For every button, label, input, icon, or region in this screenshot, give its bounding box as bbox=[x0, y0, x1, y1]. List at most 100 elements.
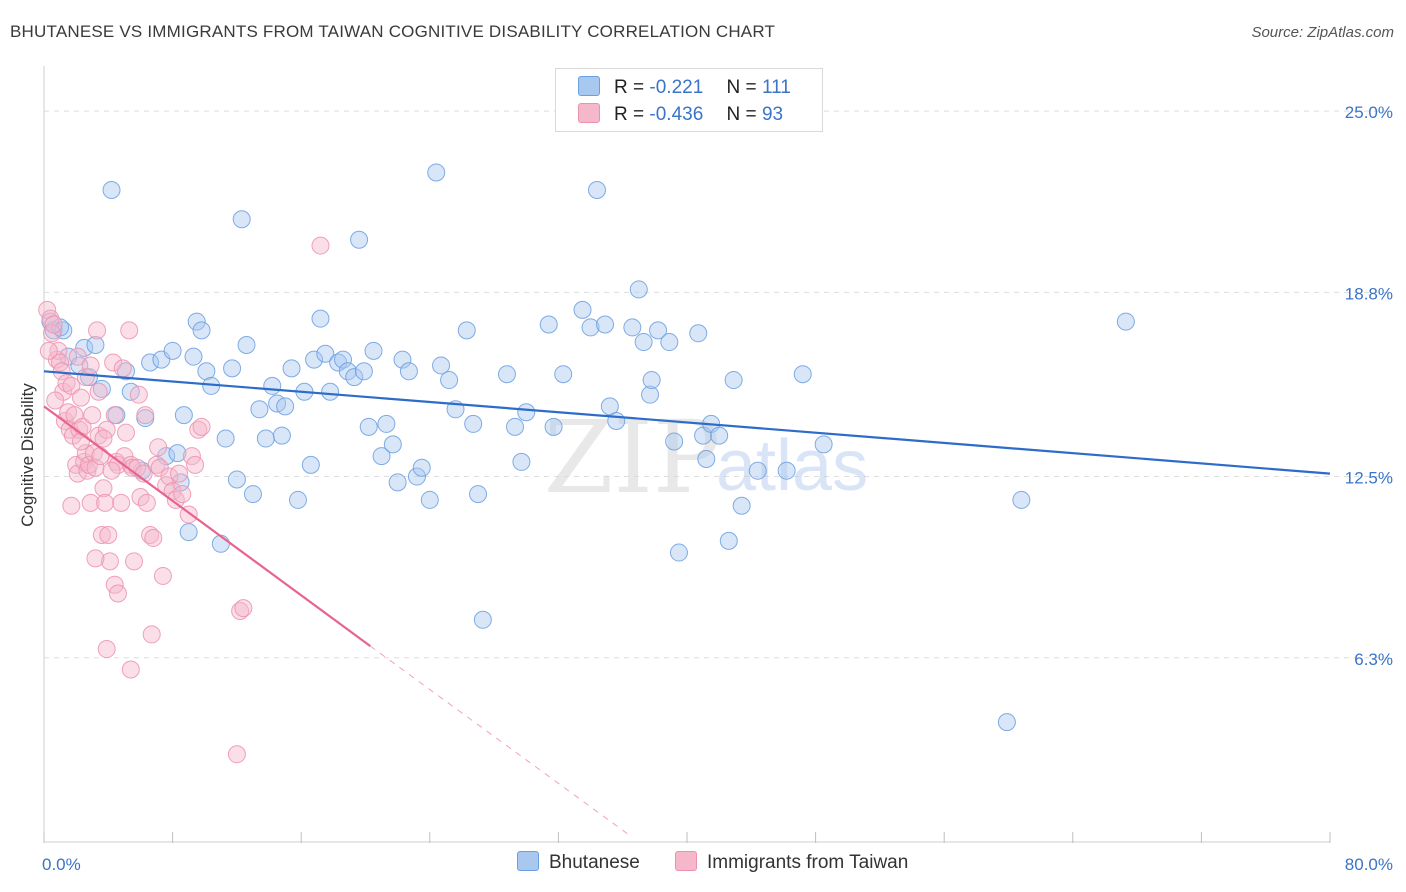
bhutanese-point bbox=[227, 470, 246, 489]
taiwan-point bbox=[192, 417, 211, 436]
legend-label-taiwan: Immigrants from Taiwan bbox=[707, 852, 909, 873]
taiwan-point bbox=[96, 493, 115, 512]
legend-row-bhutanese: R = -0.221 N = 111 bbox=[578, 76, 791, 100]
bhutanese-trend-line bbox=[43, 370, 1331, 475]
taiwan-point bbox=[234, 599, 253, 618]
taiwan-point bbox=[81, 356, 100, 375]
bhutanese-point bbox=[223, 359, 242, 378]
bhutanese-point bbox=[141, 353, 160, 372]
bhutanese-point bbox=[641, 385, 660, 404]
bhutanese-point bbox=[250, 400, 269, 419]
bhutanese-point bbox=[243, 485, 262, 504]
taiwan-point bbox=[112, 493, 131, 512]
bhutanese-point bbox=[544, 417, 563, 436]
bhutanese-point bbox=[607, 411, 626, 430]
bhutanese-point bbox=[469, 485, 488, 504]
bhutanese-point bbox=[427, 163, 446, 182]
axes bbox=[43, 66, 1331, 843]
taiwan-point bbox=[105, 406, 124, 425]
bhutanese-point bbox=[179, 523, 198, 542]
bhutanese-point bbox=[192, 321, 211, 340]
chart-title: BHUTANESE VS IMMIGRANTS FROM TAIWAN COGN… bbox=[10, 22, 776, 41]
bhutanese-point bbox=[211, 534, 230, 553]
taiwan-point bbox=[68, 347, 87, 366]
taiwan-point bbox=[83, 406, 102, 425]
bhutanese-point bbox=[86, 335, 105, 354]
bhutanese-point bbox=[359, 417, 378, 436]
bhutanese-point bbox=[187, 312, 206, 331]
legend-item-bhutanese: Bhutanese bbox=[517, 851, 640, 874]
legend-n-label: N = bbox=[726, 104, 757, 125]
bhutanese-point bbox=[665, 432, 684, 451]
bhutanese-point bbox=[440, 371, 459, 390]
bhutanese-point bbox=[539, 315, 558, 334]
watermark-zip: ZIP bbox=[544, 399, 720, 516]
legend-item-taiwan: Immigrants from Taiwan bbox=[675, 851, 908, 874]
bhutanese-point bbox=[305, 350, 324, 369]
taiwan-point bbox=[311, 236, 330, 255]
bhutanese-point bbox=[168, 444, 187, 463]
bhutanese-point bbox=[333, 350, 352, 369]
taiwan-point bbox=[129, 385, 148, 404]
taiwan-point bbox=[108, 584, 127, 603]
taiwan-point bbox=[62, 376, 81, 395]
taiwan-point bbox=[99, 526, 118, 545]
bhutanese-point bbox=[634, 333, 653, 352]
legend-swatch-taiwan bbox=[675, 851, 697, 871]
bhutanese-point bbox=[237, 335, 256, 354]
legend-r-value: -0.436 bbox=[649, 104, 704, 125]
bhutanese-point bbox=[388, 473, 407, 492]
bhutanese-point bbox=[412, 458, 431, 477]
bhutanese-point bbox=[407, 467, 426, 486]
taiwan-point bbox=[46, 391, 65, 410]
taiwan-point bbox=[71, 432, 90, 451]
taiwan-point bbox=[186, 455, 205, 474]
bhutanese-point bbox=[321, 382, 340, 401]
legend-r-label: R = bbox=[614, 77, 645, 98]
y-tick-label: 12.5% bbox=[1345, 469, 1393, 488]
taiwan-point bbox=[144, 528, 163, 547]
taiwan-point bbox=[116, 423, 135, 442]
chart-source: Source: ZipAtlas.com bbox=[1251, 24, 1394, 41]
taiwan-point bbox=[41, 309, 60, 328]
bhutanese-point bbox=[573, 300, 592, 319]
taiwan-trend-extension bbox=[370, 645, 632, 837]
bhutanese-point bbox=[724, 371, 743, 390]
taiwan-point bbox=[153, 566, 172, 585]
bhutanese-point bbox=[75, 338, 94, 357]
bhutanese-point bbox=[1116, 312, 1135, 331]
taiwan-point bbox=[113, 359, 132, 378]
bhutanese-point bbox=[732, 496, 751, 515]
stats-legend: R = -0.221 N = 111 R = -0.436 N = 93 bbox=[555, 68, 823, 132]
taiwan-point bbox=[121, 660, 140, 679]
legend-swatch-bhutanese bbox=[517, 851, 539, 871]
tick-labels: 6.3% 12.5% 18.8% 25.0% 0.0% 80.0% bbox=[42, 103, 1393, 874]
bhutanese-point bbox=[372, 447, 391, 466]
taiwan-point bbox=[141, 526, 160, 545]
taiwan-point bbox=[227, 745, 246, 764]
bhutanese-point bbox=[263, 376, 282, 395]
taiwan-point bbox=[147, 455, 166, 474]
taiwan-point bbox=[81, 493, 100, 512]
taiwan-point bbox=[170, 464, 189, 483]
taiwan-point bbox=[231, 602, 250, 621]
taiwan-point bbox=[62, 496, 81, 515]
bhutanese-point bbox=[793, 365, 812, 384]
bhutanese-point bbox=[432, 356, 451, 375]
bhutanese-point bbox=[554, 365, 573, 384]
bhutanese-point bbox=[689, 324, 708, 343]
taiwan-point bbox=[97, 640, 116, 659]
bhutanese-point bbox=[377, 414, 396, 433]
legend-r-label: R = bbox=[614, 104, 645, 125]
bhutanese-point bbox=[464, 414, 483, 433]
grid-lines bbox=[44, 110, 1392, 659]
bhutanese-point bbox=[710, 426, 729, 445]
y-tick-label: 25.0% bbox=[1345, 103, 1393, 122]
bhutanese-point bbox=[276, 397, 295, 416]
bhutanese-point bbox=[512, 452, 531, 471]
bhutanese-point bbox=[623, 318, 642, 337]
taiwan-point bbox=[137, 493, 156, 512]
bhutanese-point bbox=[587, 181, 606, 200]
bhutanese-point bbox=[473, 610, 492, 629]
